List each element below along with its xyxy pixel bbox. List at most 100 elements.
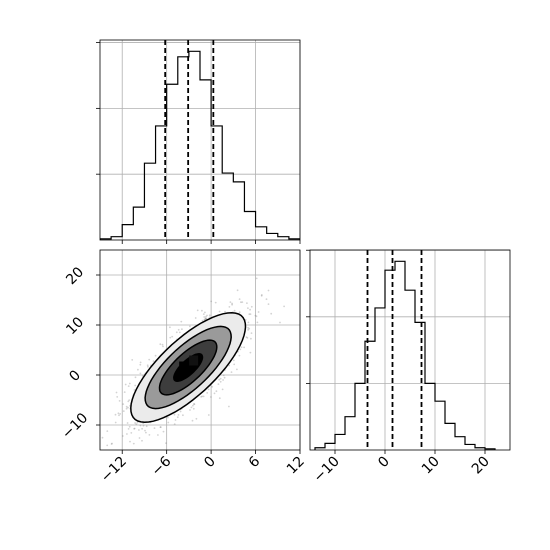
scatter-point xyxy=(219,380,222,383)
hist1-histogram-step-line xyxy=(100,50,300,240)
scatter-point xyxy=(129,440,131,443)
scatter-point xyxy=(125,405,128,408)
scatter-point xyxy=(233,309,236,312)
hist1-bin xyxy=(200,80,211,240)
scatter-point xyxy=(222,379,225,381)
scatter-point xyxy=(127,406,129,409)
scatter-point xyxy=(218,397,221,400)
scatter-point xyxy=(267,289,270,292)
scatter-point xyxy=(137,368,139,371)
scatter-point xyxy=(239,348,242,351)
scatter-point xyxy=(240,346,243,349)
scatter-point xyxy=(157,434,159,436)
scatter-point xyxy=(174,419,177,421)
scatter-point xyxy=(248,313,251,315)
scatter-point xyxy=(238,311,241,314)
scatter-point xyxy=(203,316,206,318)
scatter-point xyxy=(139,424,142,427)
scatter-point xyxy=(111,442,113,445)
scatter-point xyxy=(177,328,180,331)
scatter-point xyxy=(249,351,252,354)
scatter-point xyxy=(176,416,179,419)
scatter-point xyxy=(130,432,133,434)
scatter-point xyxy=(236,289,239,292)
scatter-point xyxy=(126,422,129,424)
scatter-point xyxy=(228,364,231,367)
scatter-point xyxy=(195,417,198,420)
scatter-point xyxy=(121,435,124,437)
scatter-point xyxy=(123,391,126,393)
scatter-point xyxy=(191,419,194,422)
scatter-point xyxy=(159,343,162,346)
scatter-point xyxy=(106,430,109,432)
hist1-bin xyxy=(256,227,267,240)
scatter-point xyxy=(147,365,149,368)
scatter-point xyxy=(193,403,195,405)
scatter-point xyxy=(114,413,117,416)
scatter-point xyxy=(124,383,127,386)
scatter-point xyxy=(134,376,137,379)
scatter-point xyxy=(202,395,205,398)
scatter-point xyxy=(217,383,220,385)
scatter-point xyxy=(230,371,233,373)
scatter-point xyxy=(255,277,258,280)
scatter-point xyxy=(116,396,119,398)
scatter-point xyxy=(131,359,134,361)
hist2-bin xyxy=(415,322,425,450)
scatter-point xyxy=(267,303,270,305)
scatter-x-tick-label: 0 xyxy=(201,454,219,472)
scatter-point xyxy=(148,358,151,361)
scatter-point xyxy=(152,360,155,362)
scatter-point xyxy=(207,414,210,416)
scatter-point xyxy=(135,423,138,426)
scatter-point xyxy=(189,409,191,411)
hist2-frame xyxy=(309,249,511,451)
scatter-point xyxy=(154,354,157,357)
scatter-point xyxy=(190,406,193,409)
scatter-point xyxy=(133,427,136,430)
scatter-point xyxy=(114,421,117,424)
scatter-point xyxy=(145,431,147,434)
hist1-bin xyxy=(144,163,155,240)
hist1-bin xyxy=(167,84,178,240)
scatter-point xyxy=(189,325,191,328)
scatter-point xyxy=(167,421,170,424)
scatter-point xyxy=(193,403,196,406)
histogram-panel-x1: −10 0 10 20 xyxy=(306,249,511,486)
scatter-point xyxy=(175,331,178,334)
scatter-frame xyxy=(99,249,301,451)
scatter-point xyxy=(119,413,122,415)
scatter-point xyxy=(222,374,225,377)
hist1-bin xyxy=(233,182,244,240)
scatter-point xyxy=(241,301,244,303)
hist1-bin xyxy=(278,237,289,240)
hist1-bin xyxy=(211,126,222,240)
hist2-bin xyxy=(365,341,375,450)
scatter-point xyxy=(122,410,125,412)
scatter-point xyxy=(125,407,128,410)
scatter-point xyxy=(144,429,146,432)
scatter-point xyxy=(218,378,221,381)
scatter-x-tick-label: 12 xyxy=(284,454,308,478)
scatter-point xyxy=(132,442,135,445)
hist2-bin xyxy=(345,417,355,450)
scatter-point xyxy=(206,392,209,394)
scatter-point xyxy=(243,346,246,349)
scatter-point xyxy=(238,298,241,300)
scatter-point xyxy=(159,426,162,428)
scatter-point xyxy=(192,407,195,410)
scatter-point xyxy=(204,311,206,314)
hist1-bin xyxy=(133,207,144,240)
scatter-point xyxy=(213,392,216,395)
scatter-point xyxy=(167,416,169,419)
hist1-bin xyxy=(244,211,255,240)
hist2-x-tick-label: 0 xyxy=(375,454,393,472)
hist2-bin xyxy=(395,261,405,450)
scatter-point xyxy=(205,317,207,320)
scatter-point xyxy=(84,453,86,455)
scatter-point xyxy=(210,396,212,398)
scatter-point xyxy=(162,345,164,348)
scatter-point xyxy=(161,343,164,346)
scatter-point xyxy=(247,321,250,324)
scatter-point xyxy=(171,335,174,338)
